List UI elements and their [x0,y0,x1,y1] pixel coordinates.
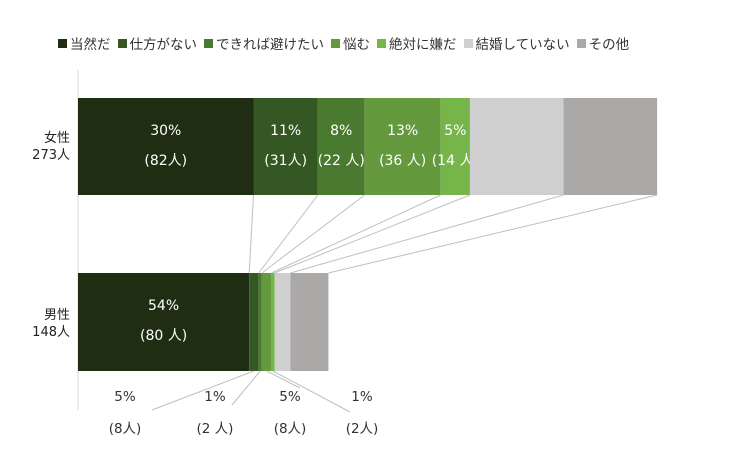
legend: 当然だ 仕方がない できれば避けたい 悩む 絶対に嫌だ 結婚していない その他 [58,33,636,53]
category-label-male: 男性 148人 [20,307,70,341]
legend-label: できれば避けたい [216,37,324,53]
bar-segment [469,98,564,195]
data-label-count: (80 人) [140,328,187,344]
legend-label: 結婚していない [475,37,570,53]
callout-count: (8人) [109,421,142,437]
data-label-count: (36 人) [379,153,426,169]
bar-segment [253,98,318,195]
data-label-count: (22 人) [318,153,365,169]
bar-segment [290,273,329,371]
connector-line [258,194,319,274]
legend-item: その他 [576,33,630,53]
connector-line [274,194,471,274]
data-label-pct: 5% [444,123,466,139]
legend-item: 当然だ [58,33,111,53]
bar-segment [274,273,291,371]
callout-line [231,370,261,406]
connector-line [328,194,658,274]
legend-label: その他 [588,37,630,53]
data-label-count: (14 人) [432,153,479,169]
data-label-pct: 8% [330,123,352,139]
callout-pct: 5% [114,389,136,405]
connector-line [248,194,254,274]
female-label: 女性 [43,131,70,146]
legend-item: 絶対に嫌だ [377,33,457,53]
bar-segment [258,273,262,371]
data-label-pct: 11% [270,123,301,139]
bar-segment [78,98,254,195]
bar-segment [563,98,658,195]
legend-swatch [331,38,340,48]
callout-line [266,370,301,389]
callout-count: (2 人) [197,421,234,437]
callout-pct: 5% [279,389,301,405]
legend-swatch [463,38,473,48]
legend-swatch [576,38,586,48]
legend-item: 悩む [331,33,370,53]
callout-line [272,370,351,413]
data-label-count: (82人) [144,153,187,169]
legend-swatch [58,38,67,48]
male-label: 男性 [43,308,70,323]
data-label-count: (31人) [264,153,307,169]
callout-pct: 1% [351,389,373,405]
bar-segment [249,273,259,371]
legend-label: 絶対に嫌だ [389,37,457,53]
legend-label: 仕方がない [129,37,198,53]
female-count: 273人 [32,148,70,163]
legend-swatch [117,38,127,48]
legend-label: 当然だ [70,37,111,53]
data-label-pct: 54% [148,298,179,314]
bar-segment [364,98,441,195]
legend-item: 結婚していない [463,33,570,53]
callout-count: (8人) [274,421,307,437]
connector-line [290,194,564,274]
data-label-pct: 13% [387,123,418,139]
bar-segment [440,98,470,195]
category-label-female: 女性 273人 [20,130,70,164]
data-label-pct: 30% [150,123,181,139]
callout-pct: 1% [204,389,226,405]
legend-item: できれば避けたい [204,33,324,53]
connector-line [271,194,441,274]
legend-swatch [204,38,213,48]
bar-segment [271,273,275,371]
callout-count: (2人) [346,421,379,437]
callout-line [151,370,255,411]
legend-swatch [377,38,386,48]
connector-line [261,194,365,274]
bar-segment [78,273,250,371]
legend-item: 仕方がない [117,33,198,53]
bar-segment [261,273,272,371]
male-count: 148人 [32,325,70,340]
bar-segment [317,98,365,195]
legend-label: 悩む [343,37,370,53]
